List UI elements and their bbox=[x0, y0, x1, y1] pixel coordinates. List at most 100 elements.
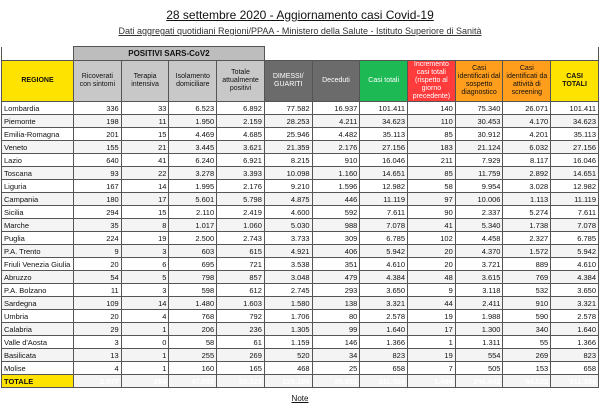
value-cell: 336 bbox=[73, 101, 122, 115]
value-cell: 532 bbox=[502, 283, 552, 297]
value-cell: 769 bbox=[502, 270, 552, 284]
value-cell: 160 bbox=[168, 361, 218, 375]
value-cell: 19 bbox=[407, 348, 456, 362]
value-cell: 30.912 bbox=[454, 127, 504, 141]
value-cell: 4.458 bbox=[454, 231, 504, 245]
value-cell: 6.785 bbox=[550, 231, 599, 245]
value-cell: 2.176 bbox=[311, 140, 361, 154]
value-cell: 1.159 bbox=[263, 335, 313, 349]
value-cell: 11.119 bbox=[550, 192, 599, 206]
value-cell: 640 bbox=[73, 153, 122, 167]
value-cell: 99 bbox=[311, 322, 361, 336]
table-row: Calabria 29 1 206 236 1.305 99 1.640 17 1.300 340 1… bbox=[1, 322, 599, 336]
value-cell: 17 bbox=[120, 192, 170, 206]
value-cell: 11 bbox=[120, 114, 170, 128]
value-cell: 1 bbox=[120, 322, 170, 336]
value-cell: 27.156 bbox=[359, 140, 409, 154]
value-cell: 468 bbox=[263, 361, 313, 375]
region-cell: Sardegna bbox=[1, 296, 74, 310]
table-row: P.A. Bolzano 11 3 598 612 2.745 293 3.650 9 3.118… bbox=[1, 283, 599, 297]
value-cell: 61 bbox=[216, 335, 265, 349]
value-cell: 165 bbox=[216, 361, 265, 375]
value-cell: 592 bbox=[311, 205, 361, 219]
value-cell: 351 bbox=[311, 257, 361, 271]
region-cell: Calabria bbox=[1, 322, 74, 336]
column-header: Isolamento domiciliare bbox=[168, 60, 218, 102]
value-cell: 3.721 bbox=[454, 257, 504, 271]
value-cell: 3.733 bbox=[263, 231, 313, 245]
value-cell: 988 bbox=[311, 218, 361, 232]
value-cell: 4.875 bbox=[263, 192, 313, 206]
value-cell: 910 bbox=[502, 296, 552, 310]
value-cell: 1.366 bbox=[550, 335, 599, 349]
value-cell: 1.640 bbox=[359, 322, 409, 336]
value-cell: 6 bbox=[120, 257, 170, 271]
table-row: Liguria 167 14 1.995 2.176 9.210 1.596 12.982 58… bbox=[1, 179, 599, 193]
value-cell: 90 bbox=[407, 205, 456, 219]
table-row: P.A. Trento 9 3 603 615 4.921 406 5.942 20 4.370 1… bbox=[1, 244, 599, 258]
value-cell: 798 bbox=[168, 270, 218, 284]
total-cell: 311.364 bbox=[359, 374, 409, 388]
value-cell: 21 bbox=[120, 140, 170, 154]
value-cell: 4.170 bbox=[502, 114, 552, 128]
value-cell: 101.411 bbox=[359, 101, 409, 115]
value-cell: 612 bbox=[216, 283, 265, 297]
value-cell: 54 bbox=[73, 270, 122, 284]
value-cell: 14 bbox=[120, 296, 170, 310]
total-cell: 1.494 bbox=[407, 374, 456, 388]
value-cell: 3.321 bbox=[359, 296, 409, 310]
table-row: Sicilia 294 15 2.110 2.419 4.600 592 7.611 90 2.3… bbox=[1, 205, 599, 219]
value-cell: 15 bbox=[120, 127, 170, 141]
value-cell: 910 bbox=[311, 153, 361, 167]
value-cell: 20 bbox=[407, 244, 456, 258]
value-cell: 20 bbox=[73, 257, 122, 271]
value-cell: 7.078 bbox=[359, 218, 409, 232]
value-cell: 34.623 bbox=[550, 114, 599, 128]
value-cell: 3.615 bbox=[454, 270, 504, 284]
value-cell: 479 bbox=[311, 270, 361, 284]
value-cell: 5.942 bbox=[550, 244, 599, 258]
value-cell: 2.743 bbox=[216, 231, 265, 245]
value-cell: 211 bbox=[407, 153, 456, 167]
value-cell: 198 bbox=[73, 114, 122, 128]
value-cell: 2.337 bbox=[454, 205, 504, 219]
value-cell: 9 bbox=[73, 244, 122, 258]
group-header-row: POSITIVI SARS-CoV2 bbox=[1, 46, 600, 61]
value-cell: 2.327 bbox=[502, 231, 552, 245]
header-blank bbox=[263, 46, 600, 61]
table-row: Piemonte 198 11 1.950 2.159 28.253 4.211 34.623… bbox=[1, 114, 599, 128]
table-row: Puglia 224 19 2.500 2.743 3.733 309 6.785 102 4.4… bbox=[1, 231, 599, 245]
value-cell: 6.785 bbox=[359, 231, 409, 245]
column-header: Totale attualmente positivi bbox=[216, 60, 265, 102]
total-cell: 64.522 bbox=[502, 374, 552, 388]
value-cell: 20 bbox=[73, 309, 122, 323]
value-cell: 48 bbox=[407, 270, 456, 284]
table-row: Lombardia 336 33 6.523 6.892 77.582 16.937 101.… bbox=[1, 101, 599, 115]
value-cell: 155 bbox=[73, 140, 122, 154]
value-cell: 3.048 bbox=[263, 270, 313, 284]
value-cell: 598 bbox=[168, 283, 218, 297]
value-cell: 26.071 bbox=[502, 101, 552, 115]
value-cell: 1.311 bbox=[454, 335, 504, 349]
region-cell: Veneto bbox=[1, 140, 74, 154]
region-cell: P.A. Trento bbox=[1, 244, 74, 258]
value-cell: 269 bbox=[216, 348, 265, 362]
region-cell: Emilia-Romagna bbox=[1, 127, 74, 141]
value-cell: 153 bbox=[502, 361, 552, 375]
value-cell: 5.340 bbox=[454, 218, 504, 232]
value-cell: 14 bbox=[120, 179, 170, 193]
value-cell: 14.651 bbox=[359, 166, 409, 180]
value-cell: 446 bbox=[311, 192, 361, 206]
total-row: TOTALE 2.977 264 47.082 50.323 225.190 35.851 3… bbox=[1, 374, 599, 388]
value-cell: 406 bbox=[311, 244, 361, 258]
value-cell: 269 bbox=[502, 348, 552, 362]
value-cell: 16.046 bbox=[359, 153, 409, 167]
value-cell: 9 bbox=[407, 283, 456, 297]
value-cell: 6.921 bbox=[216, 153, 265, 167]
value-cell: 2.500 bbox=[168, 231, 218, 245]
value-cell: 1.113 bbox=[502, 192, 552, 206]
value-cell: 12.982 bbox=[550, 179, 599, 193]
value-cell: 340 bbox=[502, 322, 552, 336]
value-cell: 10.006 bbox=[454, 192, 504, 206]
value-cell: 1.596 bbox=[311, 179, 361, 193]
